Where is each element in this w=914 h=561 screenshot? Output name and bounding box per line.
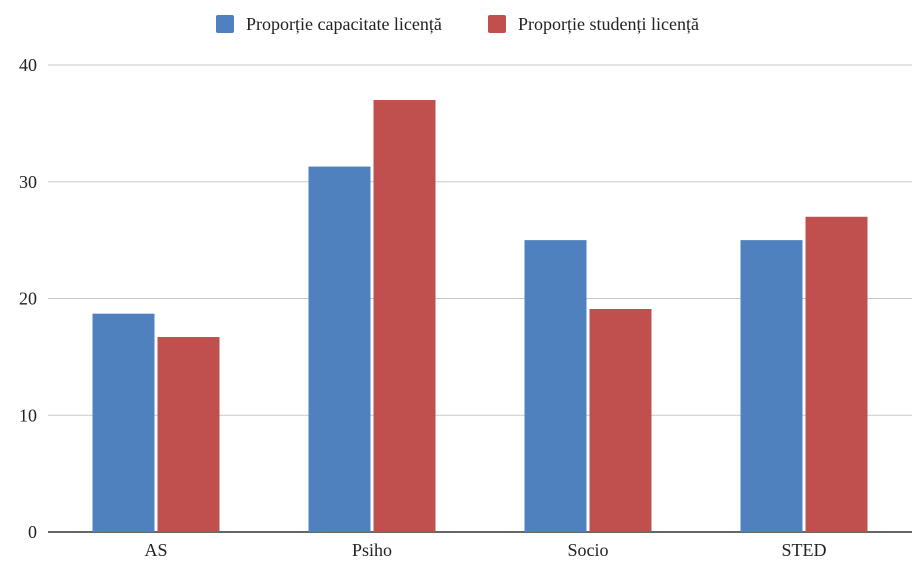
legend-label-studenti: Proporție studenți licență <box>518 14 699 34</box>
y-tick-label: 30 <box>19 172 37 192</box>
x-tick-label-as: AS <box>144 540 167 560</box>
legend-swatch-capacitate <box>216 15 234 33</box>
y-tick-label: 20 <box>19 289 37 309</box>
legend-label-capacitate: Proporție capacitate licență <box>246 14 442 34</box>
x-tick-label-sted: STED <box>782 540 827 560</box>
legend: Proporție capacitate licență Proporție s… <box>216 14 699 34</box>
y-tick-label: 0 <box>28 522 37 542</box>
bar-studenti-as <box>157 337 220 532</box>
bar-studenti-sted <box>805 216 868 532</box>
legend-swatch-studenti <box>488 15 506 33</box>
y-tick-label: 40 <box>19 55 37 75</box>
bars <box>92 100 868 533</box>
y-tick-label: 10 <box>19 405 37 425</box>
bar-capacitate-socio <box>524 240 587 532</box>
x-tick-label-psiho: Psiho <box>352 540 392 560</box>
y-axis-ticks: 0 10 20 30 40 <box>19 55 37 542</box>
x-axis-ticks: AS Psiho Socio STED <box>144 540 826 560</box>
bar-studenti-socio <box>589 309 652 532</box>
bar-capacitate-sted <box>740 240 803 532</box>
bar-capacitate-as <box>92 313 155 532</box>
x-tick-label-socio: Socio <box>567 540 608 560</box>
bar-capacitate-psiho <box>308 166 371 532</box>
bar-studenti-psiho <box>373 100 436 533</box>
